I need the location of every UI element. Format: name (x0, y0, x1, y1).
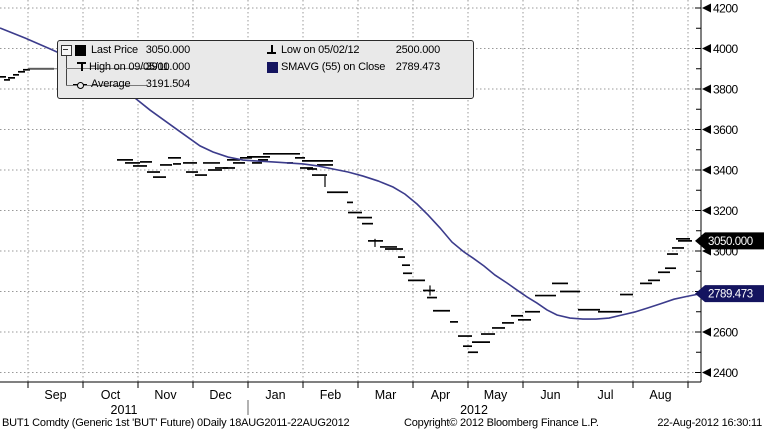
smavg-swatch-icon (267, 62, 278, 73)
x-month-label: Jun (540, 388, 560, 402)
legend-value-last-price: 3050.000 (145, 44, 190, 56)
x-month-label: May (484, 388, 508, 402)
axis-labels: 4200 4000 3800 3600 3400 3200 3000 2800 2600 2400… (44, 2, 739, 418)
legend-value-high: 3900.000 (145, 61, 190, 73)
legend-collapse-toggle-icon[interactable] (61, 45, 72, 56)
y-tick-label: 3400 (713, 164, 739, 178)
x-month-label: Oct (101, 388, 121, 402)
y-tick-arrow-icon (702, 3, 711, 13)
y-tick-arrow-icon (702, 44, 711, 53)
legend-value-average: 3191.504 (145, 78, 190, 90)
y-tick-label: 4000 (713, 42, 739, 56)
x-month-label: Jul (598, 388, 614, 402)
x-month-label: Dec (209, 388, 231, 402)
y-tick-arrow-icon (702, 327, 711, 337)
y-tick-arrow-icon (702, 165, 711, 175)
copyright-text: Copyright© 2012 Bloomberg Finance L.P. (404, 417, 599, 429)
y-tick-label: 2800 (713, 285, 739, 299)
legend-value-low: 2500.000 (395, 44, 440, 56)
y-tick-label: 3800 (713, 83, 739, 97)
y-tick-label: 2400 (713, 366, 739, 380)
y-tick-label: 3000 (713, 245, 739, 259)
security-description: BUT1 Comdty (Generic 1st 'BUT' Future) 0… (2, 417, 350, 429)
x-month-label: Aug (649, 388, 671, 402)
x-month-label: Sep (44, 388, 66, 402)
chart-legend: Last Price 3050.000 High on 09/05/11 390… (57, 40, 474, 99)
y-tick-label: 4200 (713, 2, 739, 16)
legend-label-last-price: Last Price (91, 44, 138, 56)
y-tick-label: 3600 (713, 123, 739, 137)
timestamp: 22-Aug-2012 16:30:11 (657, 417, 762, 429)
x-month-label: Apr (431, 388, 450, 402)
legend-tree-line (66, 55, 67, 86)
legend-label-smavg: SMAVG (55) on Close (281, 61, 386, 73)
low-marker-icon (267, 45, 276, 54)
x-month-label: Feb (320, 388, 342, 402)
high-marker-icon (77, 62, 86, 71)
legend-label-low: Low on 05/02/12 (281, 44, 360, 56)
last-price-swatch-icon (75, 45, 86, 56)
x-month-label: Mar (375, 388, 397, 402)
x-month-label: Jan (265, 388, 285, 402)
average-marker-icon (73, 80, 87, 89)
x-year-label: 2012 (460, 403, 488, 417)
x-month-label: Nov (154, 388, 177, 402)
y-tick-label: 3200 (713, 204, 739, 218)
y-tick-arrow-icon (702, 368, 711, 377)
legend-label-average: Average (91, 78, 131, 90)
y-tick-arrow-icon (702, 125, 711, 134)
y-tick-label: 2600 (713, 326, 739, 340)
legend-value-smavg: 2789.473 (395, 61, 440, 73)
x-year-label: 2011 (111, 403, 138, 417)
y-tick-arrow-icon (702, 206, 711, 215)
y-tick-arrow-icon (702, 84, 711, 94)
y-tick-arrow-icon (702, 287, 711, 296)
y-tick-arrow-icon (702, 246, 711, 256)
